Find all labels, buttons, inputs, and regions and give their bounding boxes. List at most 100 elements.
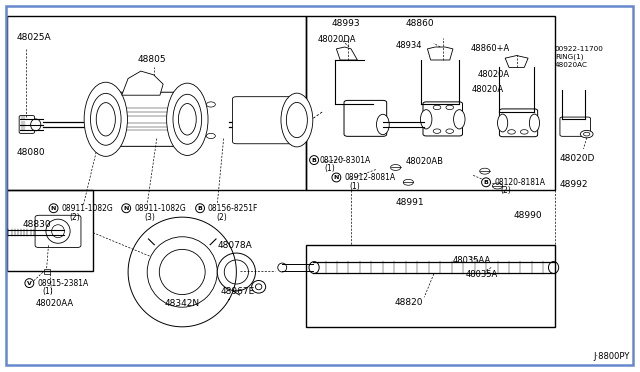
Circle shape bbox=[207, 102, 215, 107]
Text: 48078A: 48078A bbox=[217, 241, 252, 250]
Text: 48992: 48992 bbox=[560, 180, 588, 189]
Text: 48860: 48860 bbox=[405, 19, 434, 28]
Ellipse shape bbox=[179, 103, 196, 135]
Text: (2): (2) bbox=[216, 213, 227, 222]
Circle shape bbox=[390, 164, 401, 170]
Text: B: B bbox=[484, 180, 488, 185]
Text: 48020DA: 48020DA bbox=[318, 35, 356, 44]
Ellipse shape bbox=[46, 219, 70, 243]
Ellipse shape bbox=[529, 114, 540, 132]
Text: 08915-2381A: 08915-2381A bbox=[38, 279, 89, 288]
Text: RING(1): RING(1) bbox=[555, 54, 583, 60]
Text: (3): (3) bbox=[144, 213, 155, 222]
Bar bbox=[7, 190, 93, 271]
Text: 48020AC: 48020AC bbox=[555, 62, 588, 68]
Text: 48020AB: 48020AB bbox=[405, 157, 443, 166]
Ellipse shape bbox=[84, 82, 127, 156]
Text: 48342N: 48342N bbox=[165, 299, 200, 308]
Text: (1): (1) bbox=[42, 287, 53, 296]
Ellipse shape bbox=[281, 93, 313, 147]
Text: 48805: 48805 bbox=[138, 55, 166, 64]
Circle shape bbox=[207, 134, 215, 138]
Text: 08120-8181A: 08120-8181A bbox=[494, 178, 545, 187]
Text: 48020A: 48020A bbox=[477, 70, 509, 79]
Circle shape bbox=[446, 129, 454, 134]
Circle shape bbox=[520, 130, 528, 134]
Text: 48020AA: 48020AA bbox=[36, 299, 74, 308]
Circle shape bbox=[584, 132, 590, 136]
FancyBboxPatch shape bbox=[99, 92, 193, 146]
Text: 48991: 48991 bbox=[396, 198, 424, 207]
Text: 48967E: 48967E bbox=[220, 287, 255, 296]
Ellipse shape bbox=[309, 262, 319, 273]
Ellipse shape bbox=[255, 284, 262, 290]
Text: 48860+A: 48860+A bbox=[471, 44, 510, 53]
Text: 48025A: 48025A bbox=[17, 33, 51, 42]
Ellipse shape bbox=[278, 263, 287, 272]
Ellipse shape bbox=[332, 173, 341, 182]
Circle shape bbox=[446, 105, 454, 110]
Bar bbox=[44, 269, 51, 274]
Ellipse shape bbox=[166, 83, 208, 155]
FancyBboxPatch shape bbox=[560, 117, 591, 137]
Text: (2): (2) bbox=[500, 186, 511, 195]
Text: 48035AA: 48035AA bbox=[453, 256, 491, 264]
FancyBboxPatch shape bbox=[35, 215, 81, 247]
Circle shape bbox=[95, 134, 104, 138]
Ellipse shape bbox=[420, 110, 432, 129]
Polygon shape bbox=[428, 47, 453, 60]
Ellipse shape bbox=[96, 103, 115, 136]
Bar bbox=[307, 245, 555, 327]
Bar bbox=[307, 16, 555, 190]
Text: 48020A: 48020A bbox=[472, 85, 504, 94]
Circle shape bbox=[480, 168, 490, 174]
FancyBboxPatch shape bbox=[232, 97, 301, 144]
FancyBboxPatch shape bbox=[344, 100, 387, 137]
Text: 48990: 48990 bbox=[513, 211, 542, 220]
Ellipse shape bbox=[286, 102, 307, 138]
Text: J·8800PY: J·8800PY bbox=[593, 352, 629, 361]
Text: 08912-8081A: 08912-8081A bbox=[345, 173, 396, 182]
Ellipse shape bbox=[122, 204, 131, 213]
Ellipse shape bbox=[497, 114, 508, 132]
Ellipse shape bbox=[376, 114, 389, 135]
Text: (1): (1) bbox=[324, 164, 335, 173]
Text: 48993: 48993 bbox=[332, 19, 360, 28]
FancyBboxPatch shape bbox=[499, 109, 538, 137]
Text: 48934: 48934 bbox=[396, 41, 422, 50]
Text: 48830: 48830 bbox=[23, 221, 52, 230]
Ellipse shape bbox=[454, 110, 465, 129]
Ellipse shape bbox=[90, 93, 121, 145]
Polygon shape bbox=[505, 55, 528, 67]
Ellipse shape bbox=[147, 237, 217, 307]
Ellipse shape bbox=[173, 94, 202, 144]
FancyBboxPatch shape bbox=[19, 116, 35, 134]
Text: 48020D: 48020D bbox=[560, 154, 595, 163]
Ellipse shape bbox=[310, 155, 319, 164]
Ellipse shape bbox=[196, 204, 205, 213]
Text: N: N bbox=[51, 206, 56, 211]
Text: 48035A: 48035A bbox=[466, 270, 498, 279]
Polygon shape bbox=[337, 47, 357, 60]
Text: 48820: 48820 bbox=[394, 298, 423, 307]
Circle shape bbox=[433, 105, 441, 110]
Text: (1): (1) bbox=[349, 182, 360, 190]
Circle shape bbox=[492, 183, 502, 189]
Circle shape bbox=[508, 130, 515, 134]
Text: 48080: 48080 bbox=[17, 148, 45, 157]
Text: V: V bbox=[27, 280, 32, 286]
Polygon shape bbox=[122, 71, 163, 95]
FancyBboxPatch shape bbox=[423, 102, 463, 136]
Circle shape bbox=[433, 129, 441, 134]
Text: N: N bbox=[124, 206, 129, 211]
Ellipse shape bbox=[31, 119, 41, 131]
Text: B: B bbox=[198, 206, 202, 211]
Ellipse shape bbox=[224, 260, 248, 284]
Ellipse shape bbox=[25, 279, 34, 288]
Ellipse shape bbox=[49, 204, 58, 213]
Circle shape bbox=[580, 131, 593, 138]
Ellipse shape bbox=[252, 280, 266, 293]
Text: N: N bbox=[333, 175, 339, 180]
Text: 08156-8251F: 08156-8251F bbox=[208, 204, 258, 213]
Text: 08120-8301A: 08120-8301A bbox=[319, 155, 371, 164]
